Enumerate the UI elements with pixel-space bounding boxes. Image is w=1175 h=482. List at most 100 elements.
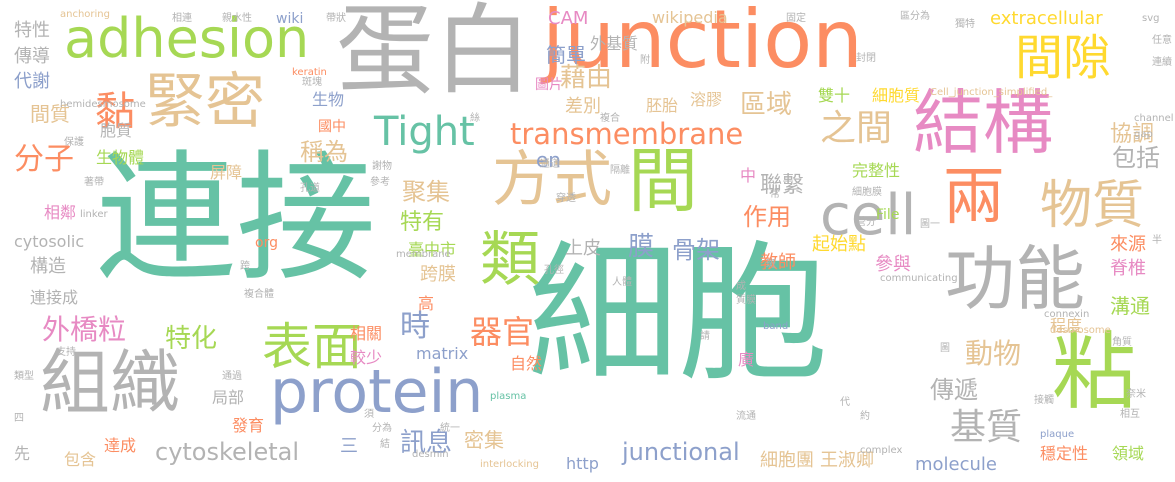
word: 聚集 [402,178,450,206]
word: connexin [1044,309,1090,320]
word: 封閉 [856,53,876,64]
word: 圖片 [535,77,563,93]
word: 獨特 [955,19,975,30]
word: 接觸 [1034,395,1054,406]
word: 跨 [240,261,250,272]
word: 穩定性 [1040,444,1089,463]
word: 王淑卿 [820,450,874,471]
word: 參與 [875,254,911,275]
word: 間隙 [1015,30,1112,86]
word: 作用 [743,203,791,231]
word: 區域 [740,90,793,120]
word: 常 [770,189,780,200]
word: 細胞團 [760,450,814,471]
word: 簡單 [546,43,586,67]
word: 相關 [350,324,383,343]
word: 方式 [492,145,612,215]
word: 領域 [1112,444,1145,463]
word: 外基質 [590,34,639,53]
word: desmosome [1050,325,1111,336]
word: plasma [490,391,527,402]
word: 圖一 [920,219,940,230]
word: complex [860,445,903,456]
word: adhesion [64,7,310,70]
word: 動物 [965,337,1022,370]
word: wiki [276,11,304,27]
word: 密集 [464,428,504,452]
word: 特有 [400,210,445,235]
word: 孔徑 [544,265,564,276]
word: plaque [1040,429,1075,440]
word: band [763,321,789,332]
word: Tight [374,109,475,155]
word: 屏障 [210,163,243,182]
word: hemidesmosome [60,99,146,110]
word: 細胞質 [872,86,921,105]
word: 傳導 [14,46,50,67]
word: 兩 [943,160,1006,233]
word: 參考 [370,177,390,188]
word: 請 [700,331,710,342]
word: 藉由 [560,63,613,93]
word: 溶膠 [690,90,723,109]
word: 國中 [318,119,346,135]
word: 複合體 [244,289,274,300]
word: 功能 [945,238,1085,320]
word: cell [820,183,917,248]
word: communicating [880,273,958,284]
word: 膜 [628,232,655,262]
word: 之間 [820,108,893,149]
word: 構造 [30,256,66,277]
word: 固定 [786,13,806,24]
word: 親水性 [222,13,252,24]
word: 緊密 [145,67,265,137]
word: transmembrane [510,117,744,151]
word: extracellular [990,8,1103,29]
word: 相連 [172,13,192,24]
word: 絲 [470,113,480,124]
word: 外橋粒 [42,313,127,346]
word: 廣 [738,350,755,369]
word: wikipedia [652,8,728,27]
word: matrix [416,344,469,363]
word: 斑 [766,259,776,270]
word: 支持 [56,347,76,358]
word: desmin [412,449,449,460]
word: 代謝 [14,71,50,92]
word: svg [1142,13,1160,24]
word: 黏 [95,89,135,135]
word: 時 [400,309,430,344]
word: 包含 [64,450,97,469]
word: 胚胎 [646,96,679,115]
word: protein [270,357,484,427]
word: 臺中市 [408,240,457,259]
word: 類型 [14,371,34,382]
word: 高 [418,294,435,313]
word: 包括 [1112,144,1160,172]
word: 跨膜 [420,264,456,285]
word: 教師 [760,252,796,273]
word: 人體 [612,277,632,288]
word: 差別 [565,96,601,117]
word: 相鄰 [44,203,77,222]
word: 連接 [96,138,377,301]
word: 類 [480,225,540,295]
word: 成 [736,281,746,292]
word: 來源 [1110,234,1146,255]
word: CAM [548,8,589,29]
word: keratin [292,67,327,78]
word: 統一 [440,423,460,434]
word: 著帶 [84,177,104,188]
word: 保護 [64,137,84,148]
word: 帶狀 [326,13,346,24]
word: 局部 [212,388,245,407]
word: 細胞膜 [852,187,882,198]
word: 特性 [14,20,50,41]
word: 代 [840,397,850,408]
word: 連接成 [30,288,79,307]
word: 分子 [14,142,74,177]
word: 連續 [1152,57,1172,68]
word: junction [542,0,863,86]
word: interlocking [480,459,539,470]
word: 自然 [510,354,543,373]
